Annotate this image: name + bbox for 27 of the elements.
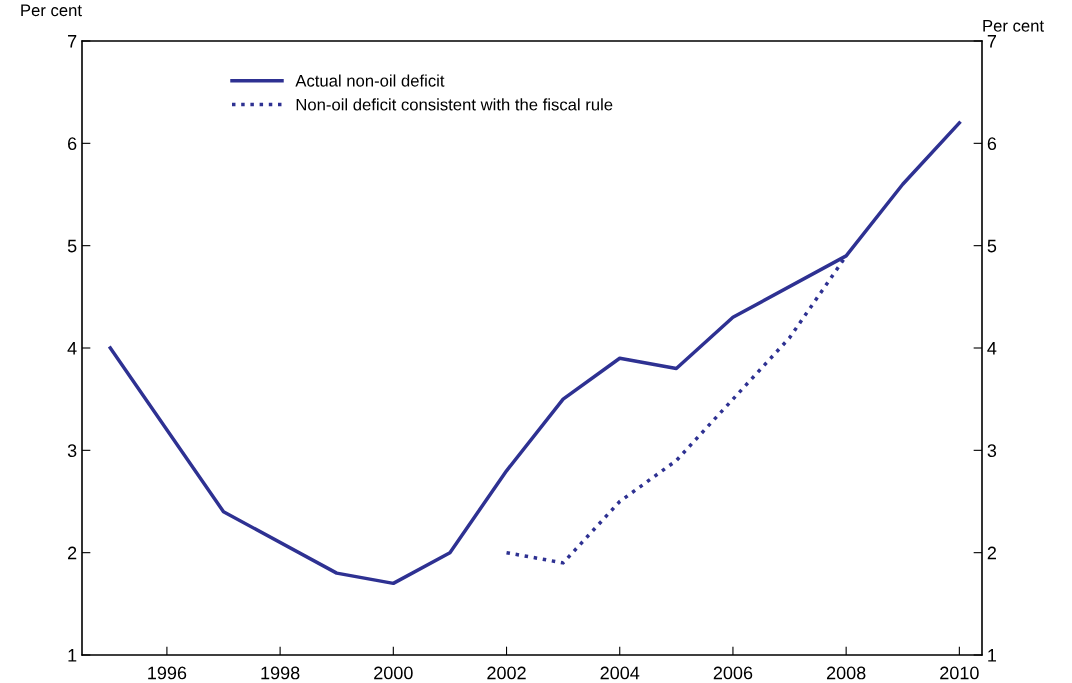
- y2-tick-label: 6: [987, 137, 997, 151]
- y2-axis-title: Per cent: [983, 20, 1044, 32]
- x-tick-label: 1996: [148, 666, 187, 680]
- y-tick-label: 4: [67, 342, 77, 355]
- y2-tick-label: 2: [987, 546, 996, 560]
- y-tick-label: 2: [68, 546, 77, 560]
- legend-label: Actual non-oil deficit: [295, 74, 445, 87]
- y2-tick-label: 4: [987, 342, 997, 355]
- x-tick-label: 1998: [261, 666, 300, 680]
- x-tick-label: 2002: [487, 666, 526, 680]
- y-axis-title: Per cent: [21, 4, 82, 17]
- y-tick-label: 1: [68, 649, 77, 662]
- y2-tick-label: 3: [987, 444, 997, 458]
- y-tick-label: 6: [68, 137, 77, 151]
- y2-tick-label: 7: [987, 35, 996, 48]
- legend-label: Non-oil deficit consistent with the fiscal rule: [296, 98, 613, 111]
- line-series: [108, 121, 962, 586]
- y-tick-label: 7: [68, 35, 77, 48]
- y2-tick-label: 1: [988, 649, 997, 662]
- y-tick-label: 3: [67, 444, 77, 458]
- y2-tick-label: 5: [987, 239, 997, 253]
- x-tick-label: 2000: [374, 666, 413, 680]
- x-tick-label: 2004: [600, 666, 640, 680]
- x-tick-label: 2010: [940, 666, 979, 680]
- x-tick-label: 2008: [826, 666, 866, 680]
- x-tick-label: 2006: [713, 666, 753, 680]
- y-tick-label: 5: [67, 239, 77, 253]
